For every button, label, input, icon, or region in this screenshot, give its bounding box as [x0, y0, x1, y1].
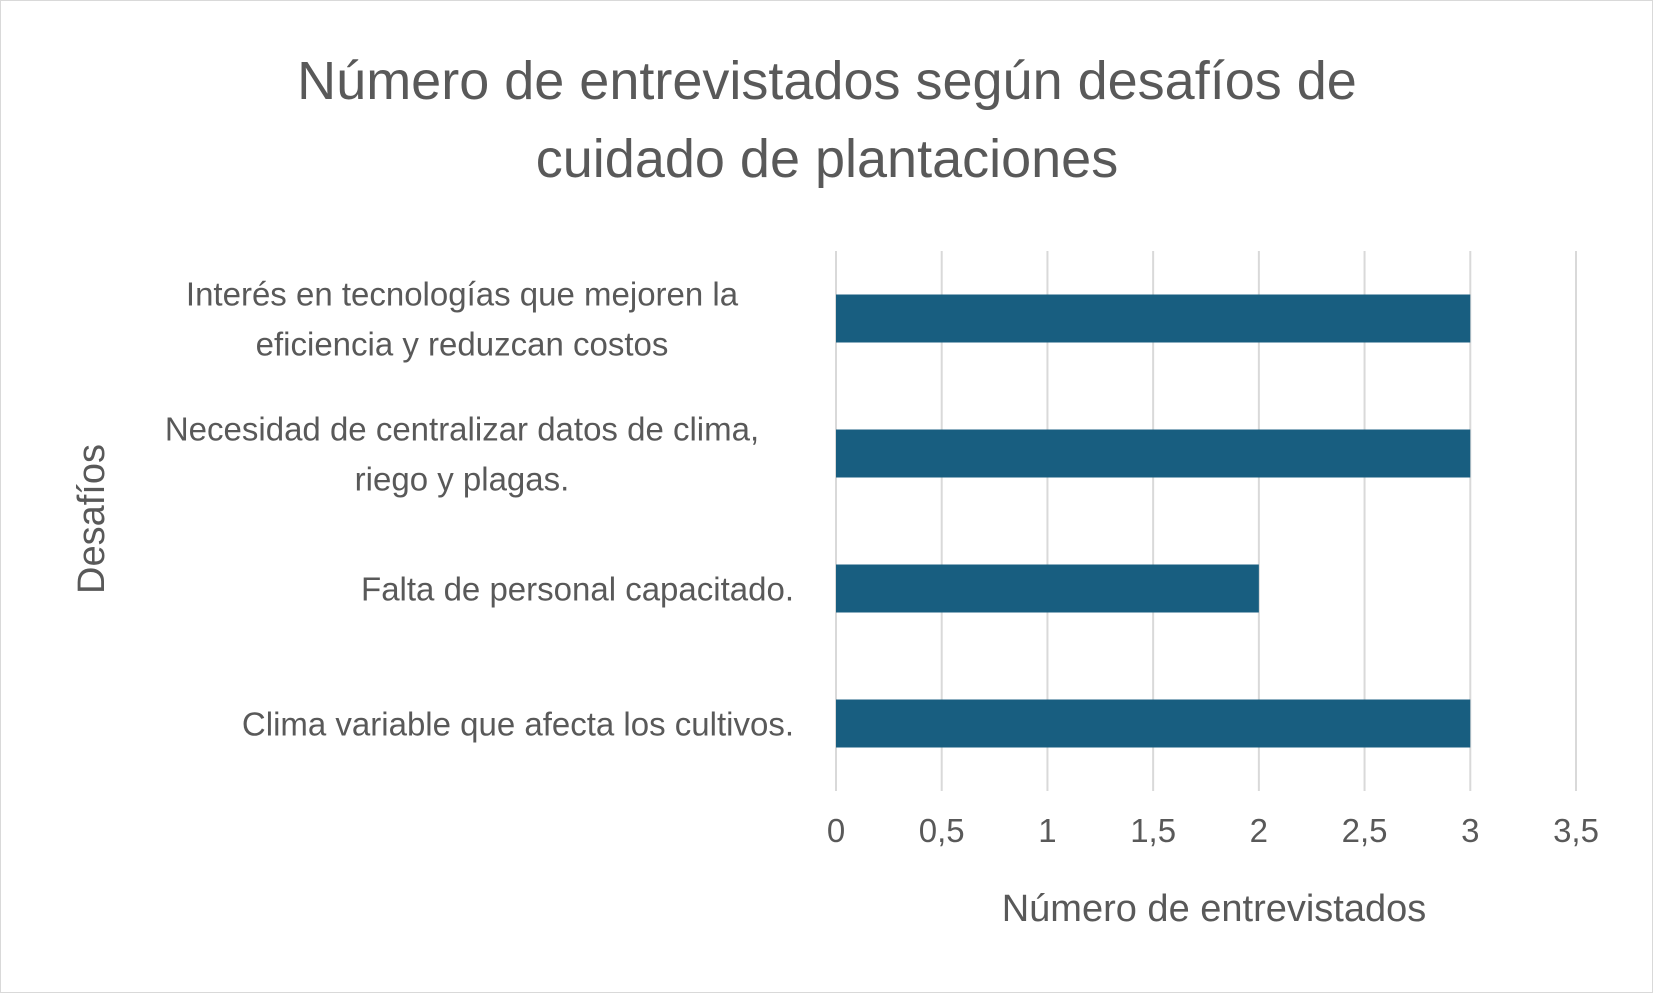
category-label: Necesidad de centralizar datos de clima,	[165, 411, 759, 448]
x-tick-label: 0	[827, 812, 845, 849]
x-tick-label: 1,5	[1130, 812, 1176, 849]
y-axis-title: Desafíos	[71, 444, 113, 594]
x-tick-label: 1	[1038, 812, 1056, 849]
chart-title-line: Número de entrevistados según desafíos d…	[297, 51, 1357, 111]
x-tick-label: 0,5	[919, 812, 965, 849]
bar	[836, 564, 1259, 613]
x-tick-label: 3,5	[1553, 812, 1599, 849]
x-tick-label: 2,5	[1342, 812, 1388, 849]
x-tick-label: 3	[1461, 812, 1479, 849]
bar	[836, 429, 1471, 478]
x-axis-title: Número de entrevistados	[1002, 888, 1427, 930]
category-label: Clima variable que afecta los cultivos.	[242, 706, 794, 743]
bars	[836, 294, 1471, 748]
bar	[836, 699, 1471, 748]
chart-title-line: cuidado de plantaciones	[536, 129, 1118, 189]
category-label: riego y plagas.	[355, 461, 570, 498]
bar	[836, 294, 1471, 343]
category-label: eficiencia y reduzcan costos	[256, 326, 669, 363]
labels: Número de entrevistados según desafíos d…	[71, 51, 1599, 930]
category-label: Falta de personal capacitado.	[361, 571, 794, 608]
category-label: Interés en tecnologías que mejoren la	[186, 276, 739, 313]
x-tick-label: 2	[1250, 812, 1268, 849]
